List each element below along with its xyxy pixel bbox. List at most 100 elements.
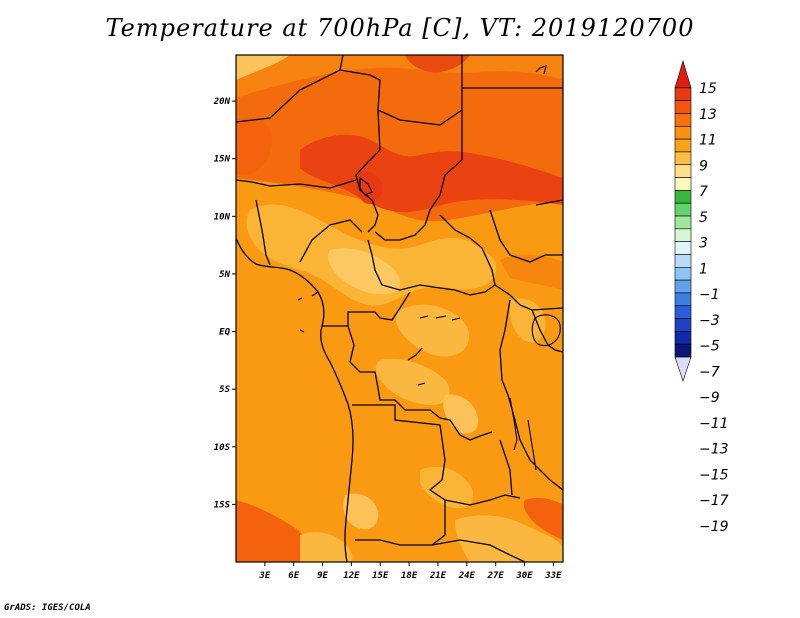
colorbar-label: 3 bbox=[699, 236, 708, 252]
boundary-south-sudan-east bbox=[494, 284, 563, 311]
cool-patch-cameroon bbox=[327, 248, 401, 295]
lon-tick-label: 9E bbox=[317, 571, 328, 581]
colorbar-label: −11 bbox=[699, 416, 729, 432]
boundary-malawi bbox=[499, 439, 513, 496]
colorbar-label: 13 bbox=[699, 107, 717, 123]
colorbar-swatch bbox=[674, 343, 692, 358]
boundary-benin-nigeria bbox=[255, 199, 271, 266]
lon-tick-label: 24E bbox=[458, 571, 476, 581]
colorbar-label: −19 bbox=[699, 519, 729, 535]
warm-patch-southwest bbox=[236, 500, 319, 562]
boundary-fragment-congo bbox=[407, 347, 423, 361]
lat-tick-label: 20N bbox=[213, 97, 231, 107]
colorbar-label: 11 bbox=[699, 133, 717, 149]
cool-patch-zambia bbox=[420, 466, 474, 509]
colorbar-swatch bbox=[674, 292, 692, 307]
cool-patch-congo-south bbox=[375, 358, 450, 405]
cool-patch-congo bbox=[395, 304, 470, 357]
boundary-angola-zambia bbox=[352, 404, 446, 546]
latitude-axis: 20N 15N 10N 5N EQ 5S 10S 15S bbox=[213, 97, 236, 510]
cool-patch-southeast bbox=[455, 515, 563, 562]
colorbar-swatch bbox=[674, 279, 692, 294]
lon-tick-label: 6E bbox=[288, 571, 299, 581]
lat-tick-label: 10S bbox=[214, 443, 231, 453]
country-boundaries bbox=[236, 55, 563, 562]
cool-patch-angola bbox=[343, 493, 379, 530]
colorbar-label: 7 bbox=[699, 184, 708, 200]
colorbar-swatch bbox=[674, 151, 692, 166]
lake-victoria-outline bbox=[531, 314, 561, 347]
lon-tick-label: 30E bbox=[515, 571, 533, 581]
colorbar-label: −3 bbox=[699, 313, 720, 329]
colorbar-swatch bbox=[674, 125, 692, 140]
colorbar-swatch bbox=[674, 241, 692, 255]
lake-tanganyika-line bbox=[509, 397, 518, 451]
colorbar-label: 15 bbox=[699, 81, 717, 97]
colorbar-swatch bbox=[674, 266, 692, 281]
colorbar-label: 1 bbox=[699, 261, 708, 277]
colorbar-swatch bbox=[674, 113, 692, 127]
boundary-car bbox=[367, 214, 496, 296]
warm-west-coast bbox=[236, 117, 273, 175]
boundary-angola-drc bbox=[377, 387, 493, 441]
lake-malawi-line bbox=[527, 419, 537, 471]
colorbar-swatch bbox=[674, 254, 692, 268]
boundary-congo-drc bbox=[347, 325, 379, 389]
colorbar-label: 5 bbox=[699, 210, 708, 226]
boundary-nigeria-niger bbox=[236, 179, 357, 189]
lat-tick-label: 15S bbox=[214, 500, 231, 510]
boundary-chad-sudan bbox=[374, 110, 463, 241]
colorbar-label: −5 bbox=[699, 339, 720, 355]
boundary-ethiopia bbox=[535, 199, 563, 206]
boundary-south-sudan-ethiopia bbox=[489, 209, 563, 263]
colorbar-swatch bbox=[674, 138, 692, 153]
colorbar-swatch bbox=[674, 331, 692, 345]
river-traces-congo bbox=[417, 315, 461, 386]
colorbar-swatch bbox=[674, 164, 692, 178]
lake-chad-outline bbox=[359, 176, 373, 196]
boundary-great-lakes bbox=[499, 299, 563, 491]
colorbar-label: −13 bbox=[699, 442, 729, 458]
colorbar-top-arrow bbox=[674, 59, 692, 89]
lat-tick-label: EQ bbox=[219, 328, 230, 338]
colorbar-swatch bbox=[674, 228, 692, 242]
chart-title: Temperature at 700hPa [C], VT: 201912070… bbox=[105, 14, 695, 42]
warm-band-north-edge bbox=[236, 55, 563, 98]
cool-patch-namibia bbox=[300, 532, 353, 562]
colorbar-swatch bbox=[674, 318, 692, 332]
boundary-libya-niger bbox=[339, 55, 344, 71]
colorbar-swatch bbox=[674, 215, 692, 230]
colorbar-label: −9 bbox=[699, 390, 720, 406]
warm-patch-east bbox=[500, 254, 563, 290]
hot-patch-north bbox=[405, 55, 470, 73]
colorbar-swatch bbox=[674, 87, 692, 101]
boundary-zambia-south bbox=[444, 494, 521, 506]
colorbar-label: −1 bbox=[699, 287, 720, 303]
colorbar-label: −15 bbox=[699, 467, 729, 483]
lat-tick-label: 5S bbox=[219, 385, 230, 395]
lon-tick-label: 33E bbox=[544, 571, 562, 581]
lon-tick-label: 21E bbox=[429, 571, 447, 581]
boundary-chad-north bbox=[377, 55, 463, 126]
lon-tick-label: 15E bbox=[372, 571, 389, 581]
cool-patch-nw bbox=[236, 55, 290, 80]
boundary-nigeria-cameroon bbox=[299, 219, 363, 263]
lat-tick-label: 5N bbox=[219, 270, 230, 280]
lat-tick-label: 10N bbox=[214, 212, 231, 222]
colorbar-label: −17 bbox=[699, 493, 729, 509]
lon-tick-label: 12E bbox=[343, 571, 360, 581]
nile-fragment bbox=[535, 65, 547, 75]
small-water-west bbox=[297, 291, 319, 333]
colorbar-label: −7 bbox=[699, 364, 720, 380]
colorbar-swatch bbox=[674, 100, 692, 114]
map-frame bbox=[235, 54, 564, 563]
colorbar-label: 9 bbox=[699, 158, 708, 174]
lon-tick-label: 27E bbox=[487, 571, 505, 581]
grads-credit: GrADS: IGES/COLA bbox=[4, 603, 91, 613]
inland-water-features bbox=[297, 65, 561, 471]
lat-tick-label: 15N bbox=[214, 155, 231, 165]
colorbar-legend: 15 13 11 9 7 5 3 1 −1 −3 −5 −7 −9 −11 −13 −15 −17 −19 bbox=[674, 59, 729, 535]
warm-patch-mozambique bbox=[523, 497, 563, 540]
coastline-west bbox=[236, 237, 354, 562]
